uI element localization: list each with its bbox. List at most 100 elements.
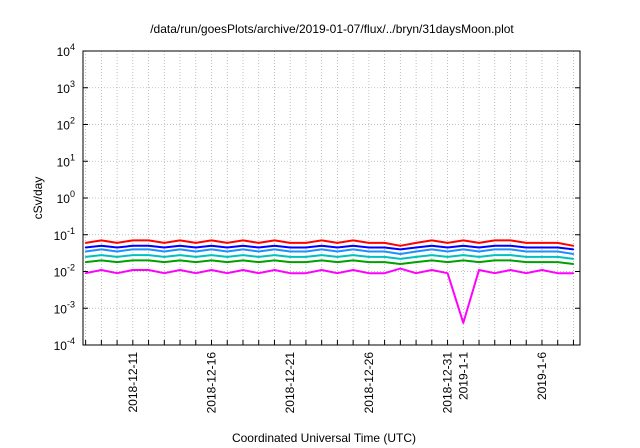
data-point [383, 272, 386, 275]
data-point [210, 269, 213, 271]
data-point [289, 246, 292, 249]
data-point [242, 239, 244, 242]
data-point [446, 256, 449, 258]
data-point [368, 250, 370, 253]
data-point [336, 250, 339, 253]
data-point [352, 254, 354, 256]
data-point [431, 269, 433, 271]
data-point [242, 259, 244, 262]
data-point [368, 242, 370, 244]
data-point [478, 269, 480, 271]
data-point [368, 261, 370, 263]
data-point [147, 269, 150, 271]
data-point [525, 246, 527, 249]
data-point [541, 246, 543, 249]
data-point [163, 242, 166, 244]
plot-frame [82, 50, 581, 346]
data-point [478, 246, 480, 249]
data-point [462, 245, 465, 247]
data-point [84, 242, 87, 244]
data-point [100, 259, 103, 262]
data-point [383, 256, 386, 258]
data-point [446, 246, 449, 249]
x-axis-label: Coordinated Universal Time (UTC) [232, 431, 416, 445]
data-point [572, 248, 575, 251]
data-point [320, 254, 323, 256]
data-point [210, 259, 213, 262]
data-point [195, 242, 197, 244]
data-point [163, 272, 166, 275]
data-point [478, 250, 480, 253]
data-point [289, 242, 292, 244]
data-point [494, 272, 496, 275]
grid [83, 51, 580, 345]
data-point [399, 258, 402, 260]
data-point [462, 259, 465, 262]
data-point [179, 269, 181, 271]
data-point [84, 256, 87, 258]
data-point [242, 245, 244, 247]
data-point [84, 246, 87, 249]
data-point [525, 272, 527, 275]
data-point [494, 254, 496, 256]
data-point [383, 250, 386, 253]
data-point [415, 256, 417, 258]
series-line-6 [85, 267, 574, 324]
data-point [257, 272, 260, 275]
data-point [556, 246, 559, 249]
data-point [320, 248, 323, 251]
data-point [320, 245, 323, 247]
data-point [257, 261, 260, 263]
data-point [509, 254, 512, 256]
data-point [147, 254, 150, 256]
data-point [257, 250, 260, 253]
data-point [305, 242, 307, 244]
data-point [273, 248, 276, 251]
data-point [556, 256, 559, 258]
data-point [320, 239, 323, 242]
data-point [525, 256, 527, 258]
data-point [305, 246, 307, 249]
data-point [84, 261, 87, 263]
data-point [195, 246, 197, 249]
x-tick-label: 2018-12-11 [126, 352, 140, 413]
data-point [226, 256, 228, 258]
data-point [179, 254, 181, 256]
data-point [572, 263, 575, 265]
data-point [273, 254, 276, 256]
data-point [210, 248, 213, 251]
data-point [132, 248, 134, 251]
data-point [462, 322, 465, 324]
data-point [572, 245, 575, 247]
data-point [572, 253, 575, 255]
data-point [226, 242, 228, 244]
y-axis-label: cSv/day [31, 177, 45, 220]
data-point [462, 254, 465, 256]
data-point [446, 272, 449, 275]
data-point [462, 248, 465, 251]
data-point [431, 239, 433, 242]
data-point [273, 239, 276, 242]
data-point [556, 250, 559, 253]
data-point [352, 248, 354, 251]
data-point [399, 248, 402, 251]
data-point [273, 245, 276, 247]
data-point [556, 261, 559, 263]
data-point [352, 259, 354, 262]
x-axis-ticks: 2018-12-11 2018-12-16 2018-12-21 2018-12-26… [85, 340, 574, 413]
data-point [132, 239, 134, 242]
data-point [289, 256, 292, 258]
data-point [100, 254, 103, 256]
data-point [132, 269, 134, 271]
data-point [147, 245, 150, 247]
data-point [320, 269, 323, 271]
data-point [195, 256, 197, 258]
x-tick-label: 2019-1-6 [535, 352, 549, 400]
data-point [368, 272, 370, 275]
data-point [163, 250, 166, 253]
y-tick-label: 101 [57, 152, 75, 169]
data-point [415, 242, 417, 244]
data-point [226, 261, 228, 263]
data-point [336, 261, 339, 263]
